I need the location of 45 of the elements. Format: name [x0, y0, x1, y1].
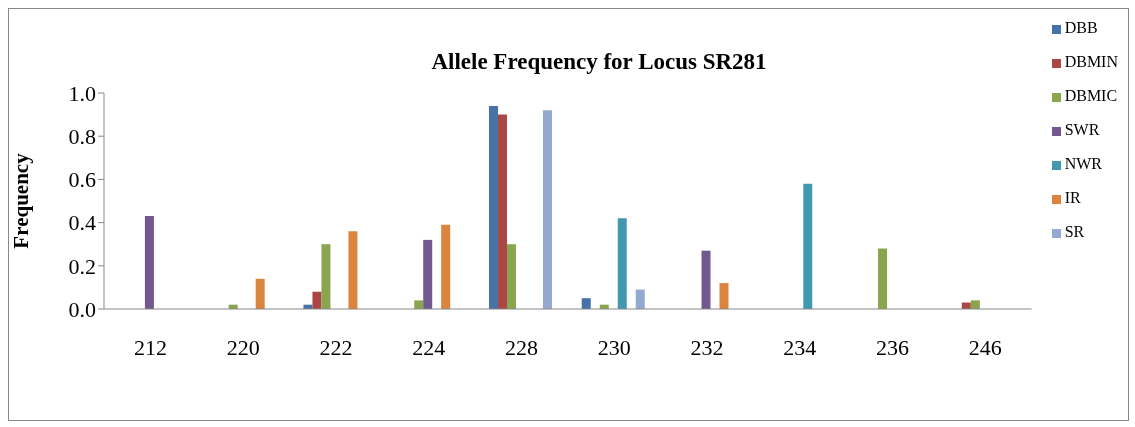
bar [312, 291, 322, 309]
legend-label: NWR [1064, 155, 1102, 172]
legend-label: SWR [1064, 121, 1100, 138]
x-tick-label: 246 [968, 334, 1002, 360]
bar [255, 278, 265, 309]
bar [348, 231, 358, 309]
bar [617, 218, 627, 309]
bar [581, 298, 591, 309]
y-tick-label: 1.0 [68, 80, 96, 106]
x-tick-label: 222 [319, 334, 353, 360]
x-tick-label: 236 [876, 334, 910, 360]
bar [441, 224, 451, 309]
y-tick-label: 0.4 [68, 210, 96, 236]
bar [635, 289, 645, 309]
chart-title: Allele Frequency for Locus SR281 [431, 49, 767, 74]
bar [144, 216, 154, 309]
y-tick-label: 0.0 [68, 296, 96, 322]
bar [719, 283, 729, 309]
bar [497, 114, 507, 309]
x-tick-label: 228 [504, 334, 538, 360]
y-axis-title: Frequency [9, 152, 34, 249]
bar [803, 183, 813, 309]
legend-label: IR [1064, 189, 1081, 206]
x-tick-label: 224 [412, 334, 446, 360]
legend-label: DBMIN [1064, 53, 1118, 70]
bar [423, 239, 433, 309]
y-tick-label: 0.2 [68, 253, 96, 279]
legend-label: DBB [1064, 19, 1098, 36]
y-tick-label: 0.8 [68, 124, 96, 150]
bar [542, 110, 552, 309]
x-tick-label: 212 [133, 334, 167, 360]
bar [970, 300, 980, 309]
y-tick-label: 0.6 [68, 167, 96, 193]
bar [878, 248, 888, 309]
bar [414, 300, 424, 309]
bar [488, 105, 498, 309]
x-tick-label: 230 [597, 334, 631, 360]
x-tick-label: 232 [690, 334, 724, 360]
x-tick-label: 220 [226, 334, 260, 360]
legend-label: SR [1064, 223, 1085, 240]
bar [701, 250, 711, 309]
x-tick-label: 234 [783, 334, 817, 360]
bar [321, 244, 331, 309]
bar [506, 244, 516, 309]
legend-label: DBMIC [1064, 87, 1118, 104]
